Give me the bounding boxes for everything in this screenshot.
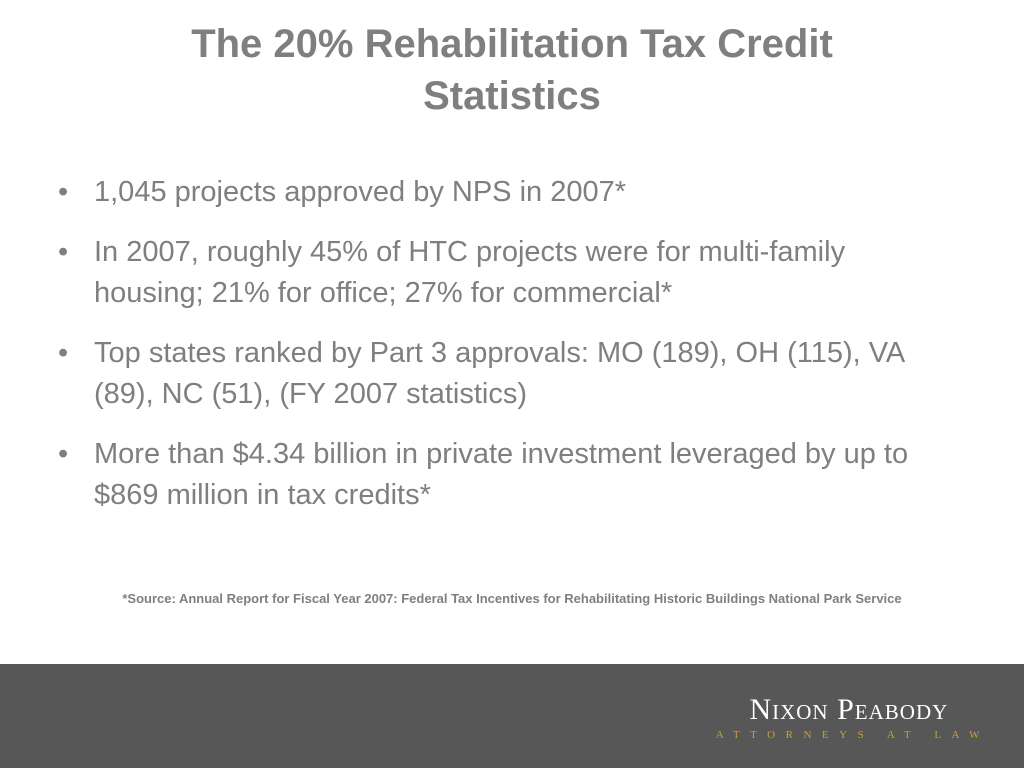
bullet-item: • More than $4.34 billion in private inv… <box>58 434 938 516</box>
bullet-icon: • <box>58 337 69 369</box>
bullet-text: More than $4.34 billion in private inves… <box>94 438 909 511</box>
bullet-item: • Top states ranked by Part 3 approvals:… <box>58 333 938 415</box>
slide-title: The 20% Rehabilitation Tax Credit Statis… <box>0 18 1024 122</box>
company-logo: Nixon Peabody ATTORNEYS AT LAW <box>708 693 990 742</box>
bullet-item: • 1,045 projects approved by NPS in 2007… <box>58 172 938 213</box>
bullet-text: In 2007, roughly 45% of HTC projects wer… <box>94 236 846 309</box>
bullet-icon: • <box>58 236 69 268</box>
footer-bar <box>0 664 1024 768</box>
logo-tagline: ATTORNEYS AT LAW <box>715 729 990 741</box>
bullet-icon: • <box>58 176 69 208</box>
slide-title-line-1: The 20% Rehabilitation Tax Credit <box>191 22 833 66</box>
logo-name: Nixon Peabody <box>749 693 949 726</box>
bullet-text: Top states ranked by Part 3 approvals: M… <box>94 337 904 410</box>
source-footnote: *Source: Annual Report for Fiscal Year 2… <box>122 591 902 606</box>
bullet-item: • In 2007, roughly 45% of HTC projects w… <box>58 232 938 314</box>
slide-title-line-2: Statistics <box>423 74 601 118</box>
bullet-icon: • <box>58 438 69 470</box>
bullet-list: • 1,045 projects approved by NPS in 2007… <box>58 172 938 535</box>
bullet-text: 1,045 projects approved by NPS in 2007* <box>94 176 627 208</box>
